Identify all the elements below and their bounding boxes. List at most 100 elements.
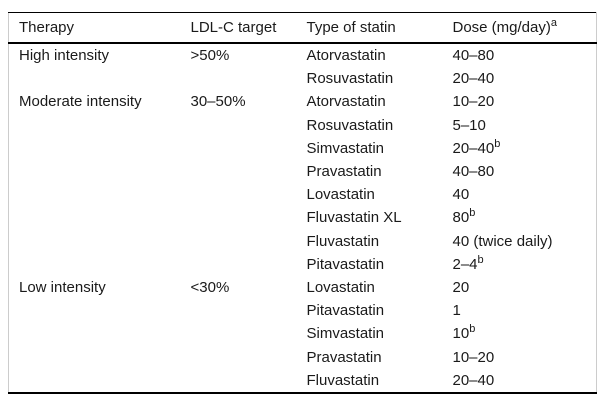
target-cell xyxy=(181,206,297,229)
dose-cell: 40–80 xyxy=(443,160,597,183)
dose-cell: 20–40b xyxy=(443,137,597,160)
statin-cell: Pitavastatin xyxy=(306,302,385,320)
dose-footnote-marker: b xyxy=(469,323,476,336)
statin-cell: Fluvastatin xyxy=(306,232,380,250)
dose-footnote-marker: b xyxy=(469,207,476,220)
dose-value: 40–80 xyxy=(452,163,495,181)
therapy-cell xyxy=(9,160,181,183)
therapy-cell xyxy=(9,299,181,322)
statin-cell: Atorvastatin xyxy=(306,93,386,111)
header-ldl-target: LDL-C target xyxy=(180,12,297,44)
dose-cell: 20–40 xyxy=(443,67,597,90)
dose-cell: 40–80 xyxy=(443,43,597,67)
dose-value: 5–10 xyxy=(452,116,486,134)
header-row: Therapy LDL-C target Type of statin Dose… xyxy=(8,12,597,44)
dose-value: 40–80 xyxy=(452,47,495,64)
table-row: Fluvastatin 20–40 xyxy=(9,369,597,393)
dose-footnote-marker: b xyxy=(477,253,484,266)
dose-cell: 20 xyxy=(443,276,597,299)
dose-cell: 2–4b xyxy=(443,253,597,276)
therapy-cell xyxy=(9,369,181,393)
table-row: High intensity >50% Atorvastatin 40–80 xyxy=(9,43,597,67)
statin-cell: Pitavastatin xyxy=(306,255,385,273)
target-cell xyxy=(181,299,297,322)
dose-value: 20–40 xyxy=(452,371,495,389)
table-row: Pitavastatin 2–4b xyxy=(9,253,597,276)
therapy-cell xyxy=(9,114,181,137)
therapy-cell xyxy=(9,137,181,160)
dose-footnote-marker: b xyxy=(494,137,501,150)
therapy-cell xyxy=(9,206,181,229)
statin-cell: Rosuvastatin xyxy=(306,70,394,88)
dose-cell: 10–20 xyxy=(443,90,597,113)
table-row: Rosuvastatin 20–40 xyxy=(9,67,597,90)
table-row: Pravastatin 40–80 xyxy=(9,160,597,183)
target-cell xyxy=(181,322,297,345)
statin-dose-table: Therapy LDL-C target Type of statin Dose… xyxy=(8,12,597,395)
therapy-cell xyxy=(9,183,181,206)
header-therapy: Therapy xyxy=(8,12,181,44)
target-cell xyxy=(181,137,297,160)
target-cell xyxy=(181,230,297,253)
statin-cell: Pravastatin xyxy=(306,163,382,181)
table-row: Low intensity <30% Lovastatin 20 xyxy=(9,276,597,299)
dose-value: 20 xyxy=(452,279,470,297)
table-row: Fluvastatin XL 80b xyxy=(9,206,597,229)
statin-cell: Fluvastatin XL xyxy=(306,209,402,227)
target-cell xyxy=(181,369,297,393)
table-body: High intensity >50% Atorvastatin 40–80 R… xyxy=(9,43,597,393)
dose-cell: 10b xyxy=(443,322,597,345)
dose-value: 40 xyxy=(452,186,470,204)
dose-value: 80 xyxy=(452,209,470,227)
statin-cell: Atorvastatin xyxy=(306,47,386,64)
target-cell xyxy=(181,346,297,369)
dose-value: 10–20 xyxy=(452,348,495,366)
header-statin-type: Type of statin xyxy=(296,12,443,44)
target-cell: >50% xyxy=(190,47,230,64)
therapy-cell xyxy=(9,322,181,345)
table-row: Pitavastatin 1 xyxy=(9,299,597,322)
therapy-cell: Low intensity xyxy=(19,279,106,297)
table-row: Fluvastatin 40 (twice daily) xyxy=(9,230,597,253)
table-row: Lovastatin 40 xyxy=(9,183,597,206)
statin-cell: Rosuvastatin xyxy=(306,116,394,134)
dose-value: 10–20 xyxy=(452,93,495,111)
dose-value: 10 xyxy=(452,325,470,343)
dose-value: 20–40 xyxy=(452,139,495,157)
dose-cell: 5–10 xyxy=(443,114,597,137)
therapy-cell xyxy=(9,253,181,276)
target-cell xyxy=(181,253,297,276)
therapy-cell xyxy=(9,67,181,90)
dose-cell: 10–20 xyxy=(443,346,597,369)
table-row: Pravastatin 10–20 xyxy=(9,346,597,369)
target-cell: 30–50% xyxy=(190,93,246,111)
therapy-cell xyxy=(9,346,181,369)
statin-cell: Simvastatin xyxy=(306,139,385,157)
dose-cell: 1 xyxy=(443,299,597,322)
table-row: Simvastatin 20–40b xyxy=(9,137,597,160)
dose-cell: 40 xyxy=(443,183,597,206)
header-dose-footnote-marker: a xyxy=(550,17,557,29)
statin-cell: Fluvastatin xyxy=(306,371,380,389)
dose-value: 40 (twice daily) xyxy=(452,232,553,250)
statin-dose-table-container: Therapy LDL-C target Type of statin Dose… xyxy=(8,12,597,395)
table-row: Rosuvastatin 5–10 xyxy=(9,114,597,137)
statin-cell: Simvastatin xyxy=(306,325,385,343)
dose-cell: 20–40 xyxy=(443,369,597,393)
dose-value: 1 xyxy=(452,302,461,320)
header-dose: Dose (mg/day)a xyxy=(442,12,597,44)
table-row: Moderate intensity 30–50% Atorvastatin 1… xyxy=(9,90,597,113)
dose-cell: 80b xyxy=(443,206,597,229)
therapy-cell xyxy=(9,230,181,253)
dose-value: 20–40 xyxy=(452,70,495,88)
target-cell xyxy=(181,67,297,90)
target-cell xyxy=(181,183,297,206)
target-cell: <30% xyxy=(190,279,230,297)
statin-cell: Lovastatin xyxy=(306,279,375,297)
header-dose-label: Dose (mg/day) xyxy=(452,19,551,36)
target-cell xyxy=(181,114,297,137)
statin-cell: Pravastatin xyxy=(306,348,382,366)
statin-cell: Lovastatin xyxy=(306,186,375,204)
therapy-cell: Moderate intensity xyxy=(19,93,142,111)
table-row: Simvastatin 10b xyxy=(9,322,597,345)
